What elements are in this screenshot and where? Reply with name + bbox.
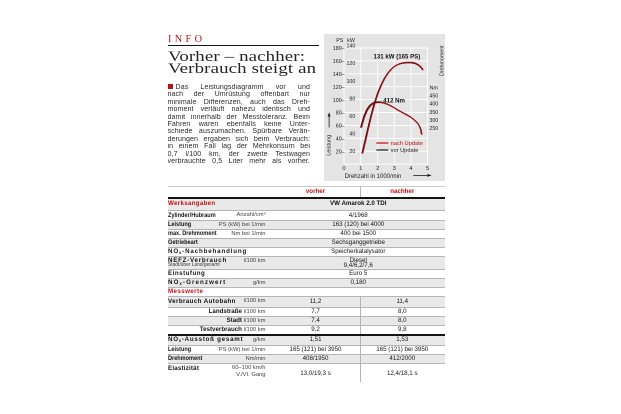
svg-text:4: 4 bbox=[409, 165, 413, 171]
svg-text:80–: 80– bbox=[336, 110, 345, 116]
svg-text:160–: 160– bbox=[333, 59, 345, 65]
svg-text:20: 20 bbox=[350, 149, 356, 155]
svg-text:3: 3 bbox=[393, 165, 396, 171]
svg-text:250: 250 bbox=[430, 126, 439, 132]
svg-text:nach Update: nach Update bbox=[391, 141, 423, 147]
svg-text:140–: 140– bbox=[333, 72, 345, 78]
svg-text:180–: 180– bbox=[333, 46, 345, 52]
svg-text:120: 120 bbox=[347, 61, 356, 67]
svg-text:Drehmoment: Drehmoment bbox=[440, 44, 446, 75]
svg-text:120–: 120– bbox=[333, 84, 345, 90]
svg-text:20–: 20– bbox=[336, 149, 345, 155]
svg-text:40–: 40– bbox=[336, 136, 345, 142]
svg-text:400: 400 bbox=[430, 101, 439, 107]
svg-text:140: 140 bbox=[347, 43, 356, 49]
svg-text:Nm: Nm bbox=[430, 85, 439, 91]
svg-text:40: 40 bbox=[350, 131, 356, 137]
svg-text:131 kW (165 PS): 131 kW (165 PS) bbox=[374, 53, 421, 60]
svg-text:kW: kW bbox=[347, 38, 355, 44]
svg-text:vor Update: vor Update bbox=[391, 148, 419, 154]
svg-text:412 Nm: 412 Nm bbox=[383, 97, 405, 104]
svg-text:100–: 100– bbox=[333, 97, 345, 103]
svg-text:60: 60 bbox=[350, 114, 356, 120]
svg-text:450: 450 bbox=[430, 93, 439, 99]
svg-text:2: 2 bbox=[376, 165, 379, 171]
svg-text:350: 350 bbox=[430, 109, 439, 115]
svg-text:Leistung: Leistung bbox=[327, 134, 333, 155]
svg-text:0: 0 bbox=[343, 165, 346, 171]
svg-text:60–: 60– bbox=[336, 123, 345, 129]
svg-text:300: 300 bbox=[430, 117, 439, 123]
svg-text:Drehzahl in 1000/min: Drehzahl in 1000/min bbox=[345, 173, 402, 179]
svg-text:PS: PS bbox=[336, 38, 344, 44]
svg-text:1: 1 bbox=[359, 165, 362, 171]
svg-text:80: 80 bbox=[350, 96, 356, 102]
svg-text:5: 5 bbox=[426, 165, 429, 171]
svg-text:100: 100 bbox=[347, 78, 356, 84]
